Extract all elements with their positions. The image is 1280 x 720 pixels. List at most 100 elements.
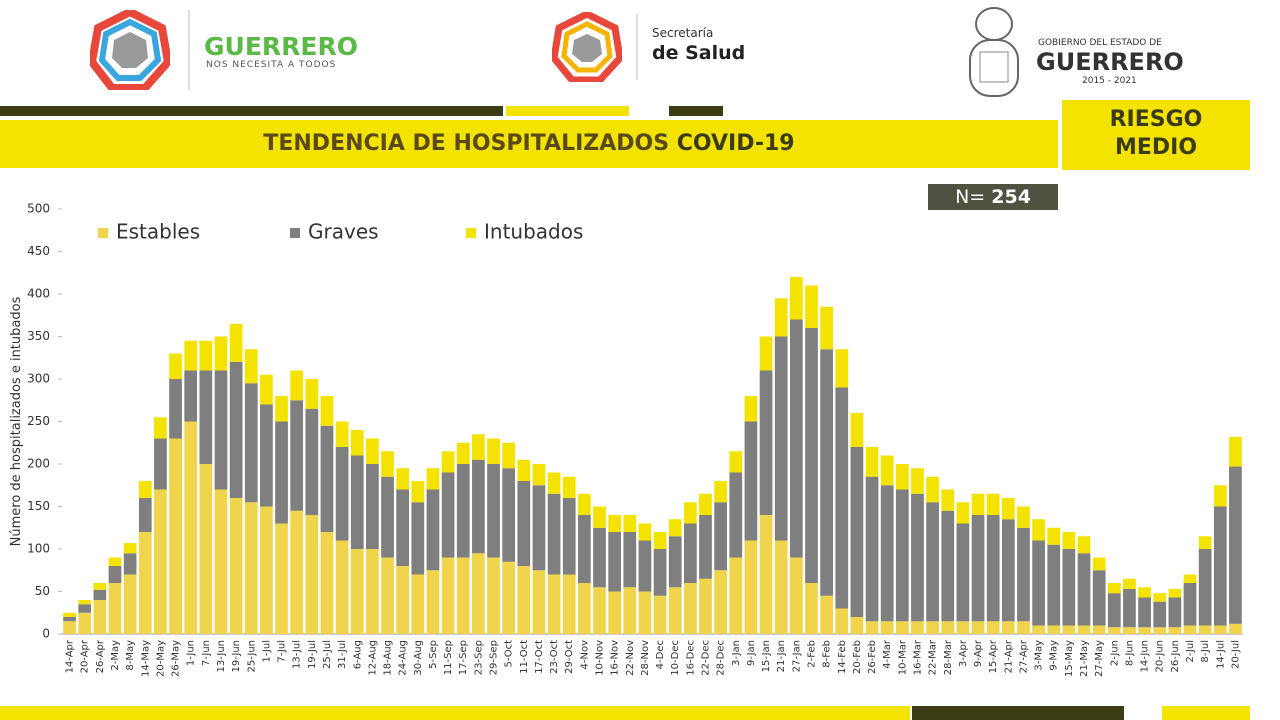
bar-segment <box>320 532 334 634</box>
bar-segment <box>456 442 470 464</box>
x-tick-label: 5-Sep <box>428 640 439 669</box>
bar-segment <box>1183 583 1197 626</box>
bar-segment <box>532 485 546 571</box>
x-tick-label: 6-Aug <box>352 640 363 669</box>
bar-segment <box>1107 583 1121 594</box>
bar-segment <box>214 370 228 490</box>
bar-segment <box>108 557 122 566</box>
x-tick-label: 16-Dec <box>685 640 696 676</box>
bar-segment <box>396 566 410 634</box>
x-tick-label: 26-May <box>171 640 182 677</box>
bar-segment <box>805 328 818 583</box>
x-tick-label: 8-Feb <box>822 640 833 668</box>
bar-segment <box>517 566 531 634</box>
bar-segment <box>1032 519 1045 541</box>
x-tick-label: 22-Mar <box>928 639 939 675</box>
bar-segment <box>729 472 743 558</box>
bar-segment <box>593 587 606 634</box>
x-tick-label: 14-May <box>140 640 151 677</box>
bar-segment <box>1107 627 1121 634</box>
bar-segment <box>1017 621 1030 634</box>
bar-segment <box>335 540 349 634</box>
x-tick-label: 8-Jul <box>1200 640 1211 663</box>
bar-segment <box>244 349 258 384</box>
legend-swatch <box>98 228 108 238</box>
bar-segment <box>1153 627 1167 634</box>
x-tick-label: 20-Feb <box>852 640 863 674</box>
bar-segment <box>502 468 516 562</box>
bar-segment <box>986 621 1000 634</box>
chart-title: TENDENCIA DE HOSPITALIZADOS <box>263 131 670 156</box>
bar-segment <box>895 489 909 622</box>
bar-segment <box>275 523 288 634</box>
bar-segment <box>1153 593 1167 602</box>
bar-segment <box>683 523 697 583</box>
x-tick-label: 16-Mar <box>912 639 923 675</box>
bar-segment <box>1213 625 1227 634</box>
y-tick-label: 400 <box>27 287 50 301</box>
bar-segment <box>941 510 955 622</box>
x-tick-label: 31-Jul <box>337 640 348 669</box>
bar-segment <box>1138 587 1151 598</box>
bar-segment <box>169 353 182 379</box>
y-axis-label: Número de hospitalizados e intubados <box>9 296 24 546</box>
brand-left: GUERRERO <box>204 32 358 61</box>
x-tick-label: 24-Aug <box>398 640 409 676</box>
decor-bar <box>506 106 629 116</box>
x-tick-label: 15-May <box>1064 640 1075 677</box>
x-tick-label: 19-Jun <box>231 640 242 673</box>
bar-segment <box>472 459 485 554</box>
bar-segment <box>396 468 410 490</box>
bar-segment <box>941 621 955 634</box>
bar-segment <box>1123 588 1136 628</box>
bar-segment <box>926 502 939 622</box>
bar-segment <box>426 489 440 571</box>
bar-segment <box>774 540 788 634</box>
chart: 0 50 100 150 200 250 300 350 400 450 500 Número de … <box>9 202 1243 677</box>
x-tick-label: 2-Jun <box>1109 640 1120 666</box>
bar-segment <box>93 589 107 600</box>
x-tick-label: 27-Jan <box>791 640 802 672</box>
bar-segment <box>366 549 379 634</box>
bar-segment <box>1047 544 1061 626</box>
legend-label: Estables <box>116 220 200 244</box>
legend-swatch <box>290 228 300 238</box>
bar-segment <box>169 379 182 439</box>
x-tick-label: 4-Mar <box>882 639 893 669</box>
bar-segment <box>971 621 985 634</box>
bar-segment <box>1077 536 1091 554</box>
bar-segment <box>1001 519 1015 622</box>
bar-segment <box>229 498 243 634</box>
bar-segment <box>789 277 803 320</box>
bar-segment <box>1001 621 1015 634</box>
title-banner: TENDENCIA DE HOSPITALIZADOS COVID-19 <box>0 120 1058 168</box>
bar-segment <box>986 515 1000 622</box>
bar-segment <box>608 515 622 532</box>
x-tick-label: 9-Jan <box>746 640 757 666</box>
bar-segment <box>138 498 152 532</box>
bar-segment <box>623 532 637 588</box>
bar-segment <box>411 502 425 575</box>
risk-box: RIESGO MEDIO <box>1062 100 1250 170</box>
bar-segment <box>1183 574 1197 583</box>
bar-segment <box>184 421 198 634</box>
bar-segment <box>78 612 92 634</box>
bar-segment <box>396 489 410 566</box>
bar-segment <box>441 472 455 558</box>
bar-segment <box>1077 553 1091 626</box>
bar-segment <box>1032 540 1045 626</box>
x-tick-label: 15-Jan <box>761 640 772 672</box>
bar-segment <box>956 523 970 622</box>
bar-segment <box>623 587 637 634</box>
bar-segment <box>653 532 667 549</box>
x-tick-label: 29-Oct <box>564 640 575 674</box>
bar-segment <box>78 604 92 613</box>
bar-segment <box>320 425 334 532</box>
bar-segment <box>1001 498 1015 520</box>
bar-segment <box>547 493 561 575</box>
x-tick-label: 9-May <box>1049 640 1060 671</box>
x-tick-label: 9-Apr <box>973 639 984 667</box>
bar-segment <box>320 396 334 426</box>
bar-segment <box>699 515 712 579</box>
bar-segment <box>744 540 758 634</box>
